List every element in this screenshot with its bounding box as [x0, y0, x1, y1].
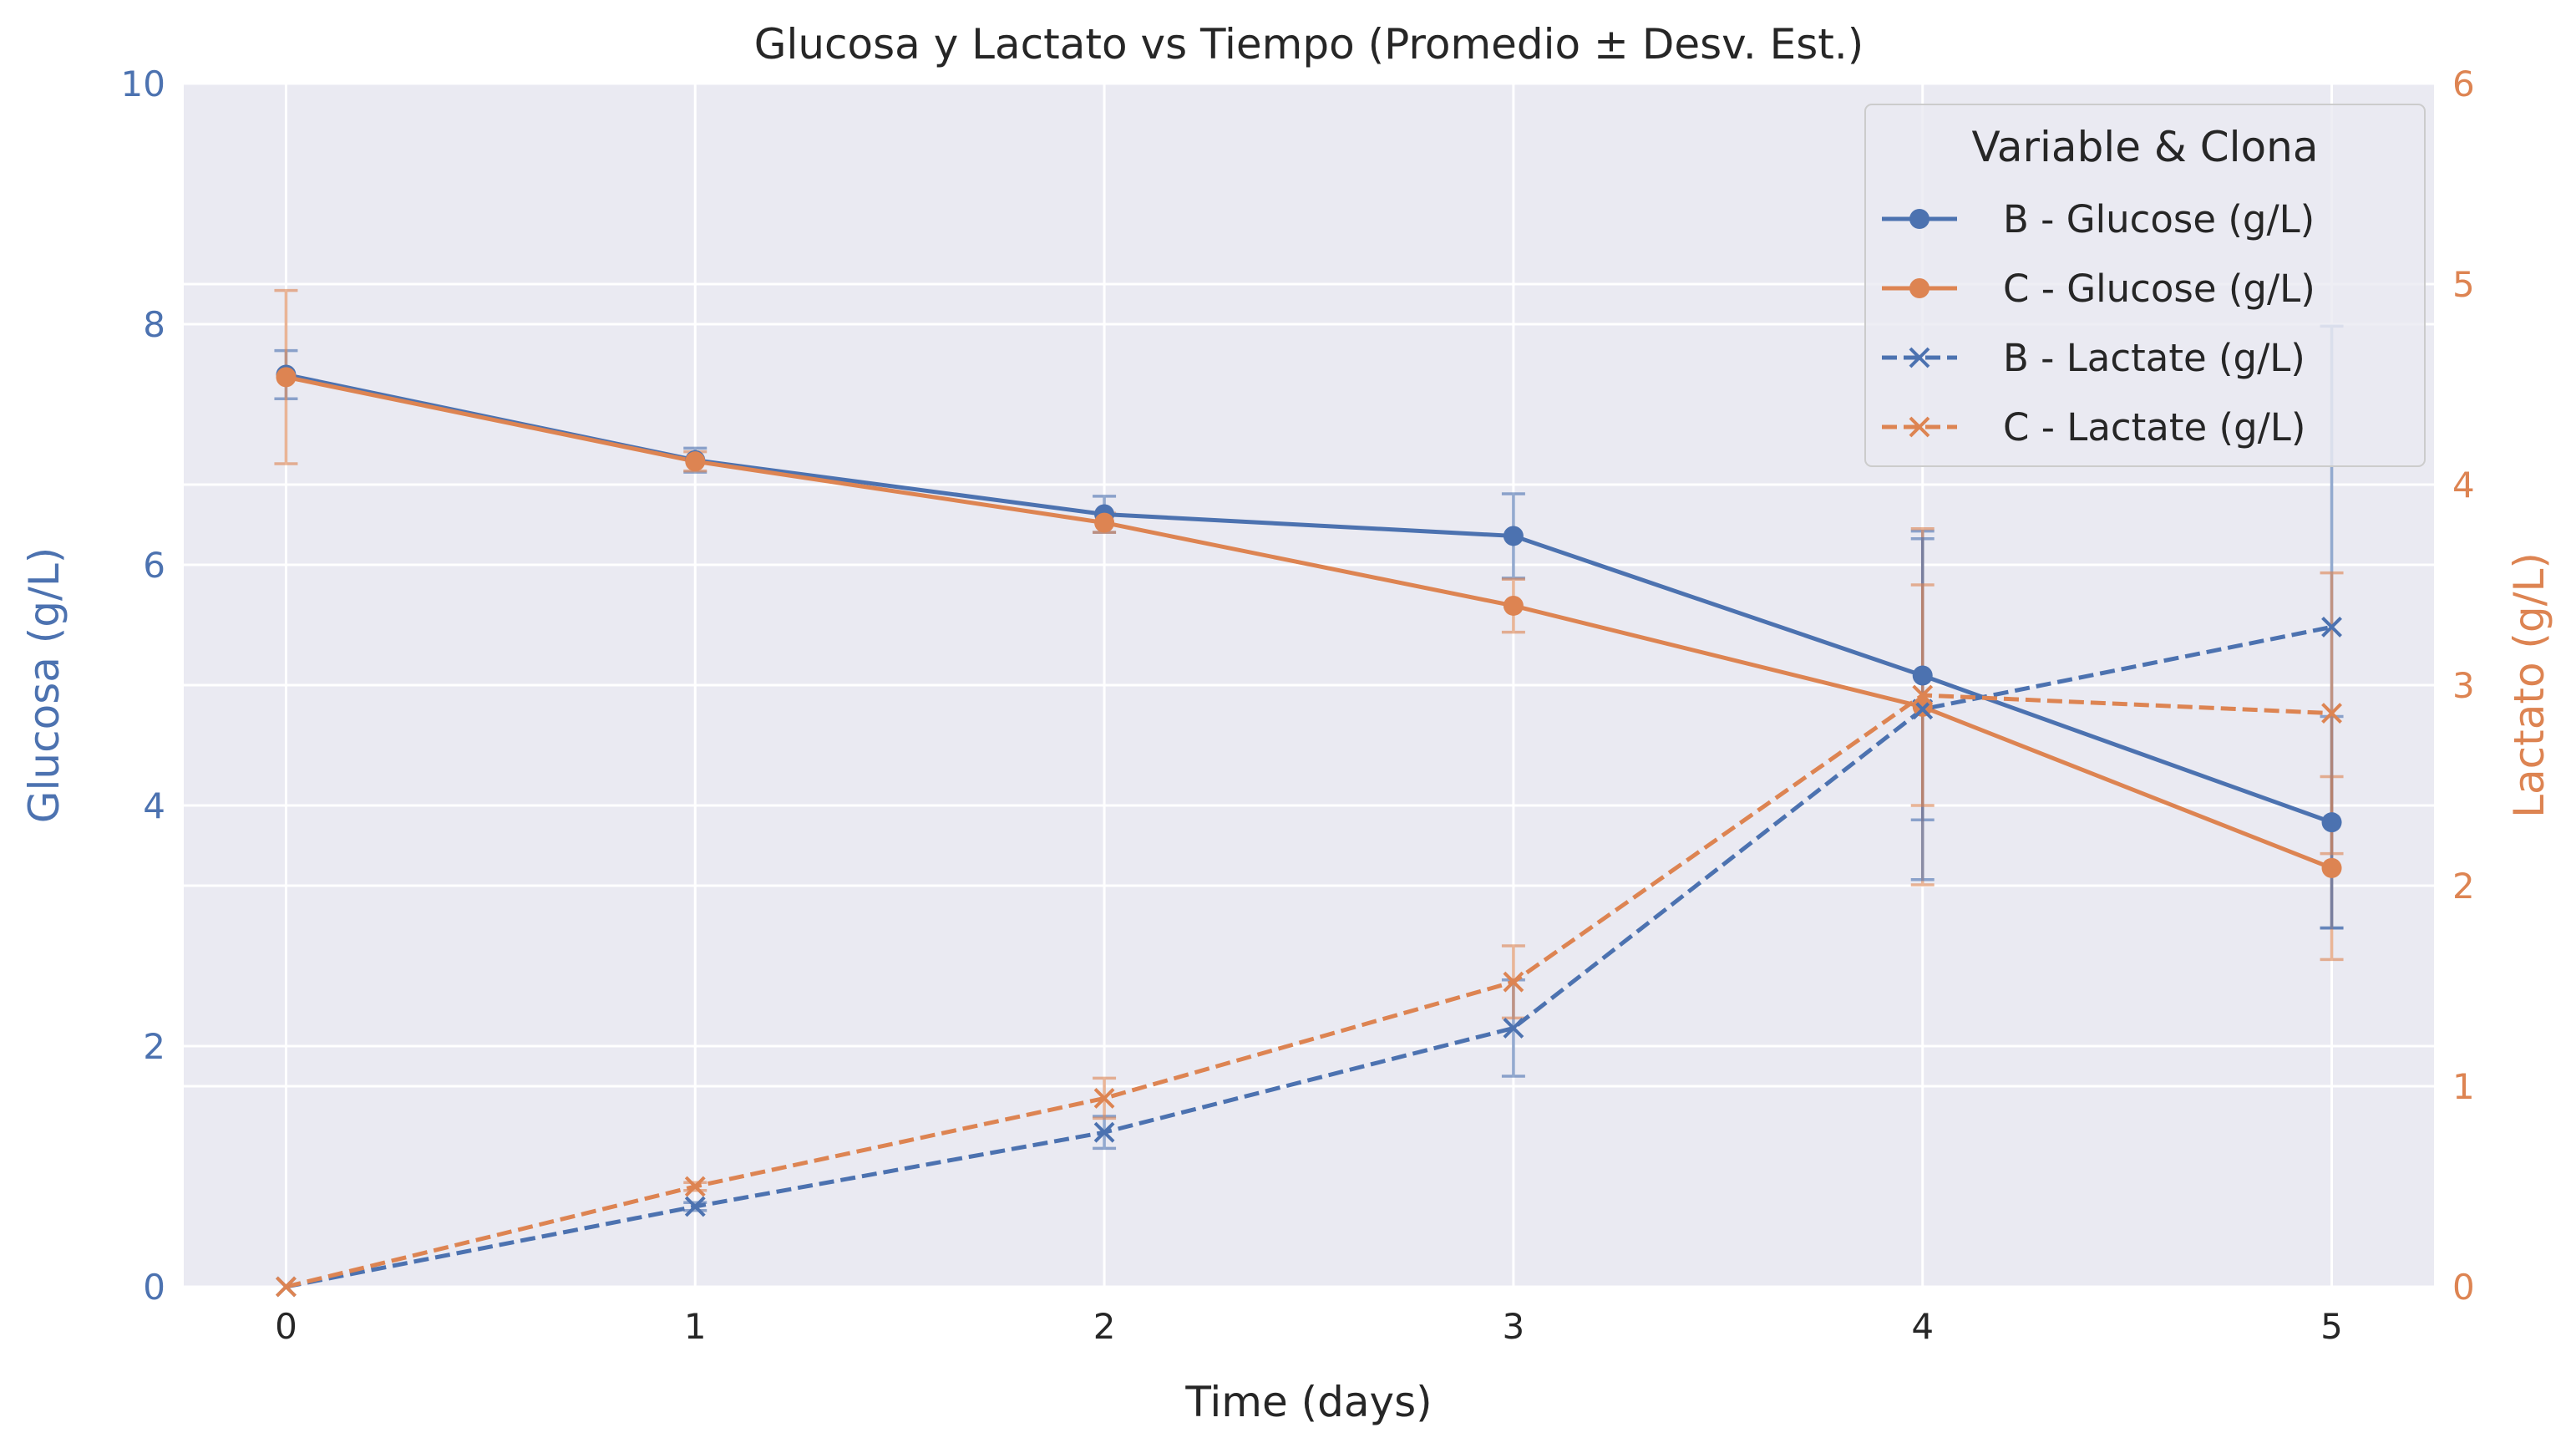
x-axis-ticks: 0 1 2 3 4 5 — [275, 1306, 2343, 1347]
left-tick-label: 6 — [143, 545, 165, 586]
x-tick-label: 2 — [1093, 1306, 1116, 1347]
legend: Variable & Clona B - Glucose (g/L) C - Gl… — [1864, 104, 2426, 467]
data-point — [1503, 595, 1524, 616]
chart-title: Glucosa y Lactato vs Tiempo (Promedio ± … — [754, 20, 1864, 69]
x-tick-label: 4 — [1911, 1306, 1934, 1347]
data-point — [2321, 857, 2342, 878]
right-tick-label: 6 — [2452, 64, 2475, 104]
data-point — [1503, 971, 1524, 993]
data-point — [2321, 616, 2342, 638]
data-point — [2321, 703, 2342, 724]
left-tick-label: 0 — [143, 1267, 165, 1308]
data-point — [276, 1276, 297, 1298]
x-tick-label: 1 — [684, 1306, 707, 1347]
data-point — [276, 367, 297, 388]
left-axis-ticks: 0 2 4 6 8 10 — [121, 64, 165, 1308]
left-tick-label: 2 — [143, 1026, 165, 1067]
series-line — [285, 693, 2332, 1289]
data-point — [2321, 812, 2342, 833]
left-tick-label: 10 — [121, 64, 165, 104]
legend-title: Variable & Clona — [1972, 123, 2319, 171]
legend-label: B - Lactate (g/L) — [2003, 336, 2305, 380]
x-tick-label: 3 — [1503, 1306, 1525, 1347]
legend-label: B - Glucose (g/L) — [2003, 197, 2315, 241]
legend-marker — [1909, 416, 1930, 438]
right-tick-label: 4 — [2452, 465, 2475, 506]
data-point — [1093, 1121, 1115, 1143]
data-point — [1912, 684, 1934, 706]
right-axis-ticks: 0 1 2 3 4 5 6 — [2452, 64, 2475, 1308]
left-tick-label: 8 — [143, 304, 165, 345]
legend-box — [1864, 104, 2426, 467]
legend-marker — [1909, 347, 1930, 368]
right-tick-label: 1 — [2452, 1066, 2475, 1107]
left-tick-label: 4 — [143, 785, 165, 826]
right-tick-label: 0 — [2452, 1267, 2475, 1308]
data-point — [1912, 696, 1933, 717]
x-axis-label: Time (days) — [1184, 1378, 1432, 1426]
series — [285, 373, 2333, 1289]
data-point — [684, 1176, 706, 1197]
legend-label: C - Lactate (g/L) — [2003, 405, 2305, 450]
data-point — [684, 1196, 706, 1217]
data-point — [685, 451, 706, 472]
series-line — [285, 374, 2333, 871]
data-point — [1912, 665, 1933, 686]
legend-marker — [1909, 209, 1929, 229]
legend-marker — [1909, 278, 1929, 298]
data-point — [1093, 1087, 1115, 1109]
legend-item: B - Lactate (g/L) — [1882, 336, 2305, 380]
right-tick-label: 3 — [2452, 665, 2475, 706]
series-line — [285, 624, 2333, 1289]
left-axis-label: Glucosa (g/L) — [20, 547, 68, 823]
data-point — [1503, 526, 1524, 546]
legend-item: C - Lactate (g/L) — [1882, 405, 2305, 450]
right-tick-label: 5 — [2452, 264, 2475, 305]
right-axis-label: Lactato (g/L) — [2505, 552, 2553, 818]
right-tick-label: 2 — [2452, 866, 2475, 907]
x-tick-label: 0 — [275, 1306, 297, 1347]
data-point — [1503, 1017, 1524, 1039]
markers — [276, 364, 2342, 1298]
x-tick-label: 5 — [2320, 1306, 2343, 1347]
legend-item: B - Glucose (g/L) — [1882, 197, 2315, 241]
legend-label: C - Glucose (g/L) — [2003, 267, 2315, 311]
legend-item: C - Glucose (g/L) — [1882, 267, 2315, 311]
data-point — [1094, 512, 1115, 533]
